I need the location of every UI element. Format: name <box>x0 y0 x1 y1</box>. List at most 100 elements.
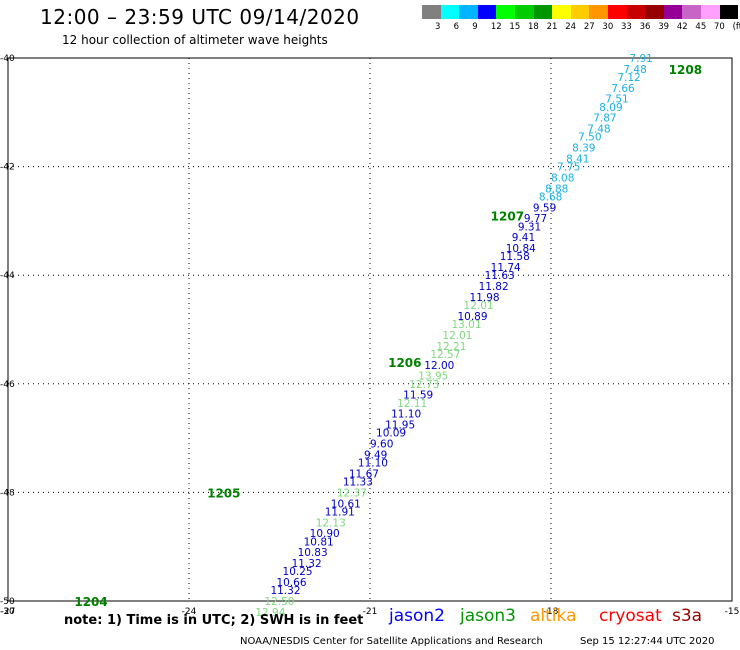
colorbar-label: 45 <box>695 22 707 32</box>
colorbar-swatch <box>682 5 701 19</box>
page-title: 12:00 – 23:59 UTC 09/14/2020 <box>40 5 360 29</box>
colorbar-swatch <box>440 5 460 19</box>
legend-jason3: jason3 <box>460 606 516 626</box>
footer-timestamp: Sep 15 12:27:44 UTC 2020 <box>580 636 715 647</box>
wave-height-label: 7.87 <box>593 113 616 125</box>
wave-height-label: 10.81 <box>304 536 334 548</box>
footer-credit: NOAA/NESDIS Center for Satellite Applica… <box>240 636 543 647</box>
plot-frame <box>7 57 733 602</box>
wave-height-label: 11.10 <box>391 409 421 421</box>
wave-height-label: 11.67 <box>349 468 379 480</box>
wave-height-points: 7.917.487.127.667.518.097.877.487.508.39… <box>255 53 652 619</box>
wave-height-label: 12.50 <box>264 596 294 608</box>
time-label: 1204 <box>74 595 107 609</box>
wave-height-label: 12.01 <box>464 300 494 312</box>
wave-height-label: 8.08 <box>551 172 574 184</box>
y-tick-label: -48 <box>0 488 15 498</box>
wave-height-label: 11.82 <box>479 281 509 293</box>
page-subtitle: 12 hour collection of altimeter wave hei… <box>62 33 328 47</box>
wave-height-label: 11.95 <box>385 420 415 432</box>
footer-note: note: 1) Time is in UTC; 2) SWH is in fe… <box>64 613 364 628</box>
time-label: 1208 <box>669 63 702 77</box>
y-tick-label: -44 <box>0 271 15 281</box>
colorbar-swatch <box>477 5 497 19</box>
colorbar-swatch <box>515 5 534 19</box>
wave-height-label: 9.41 <box>512 232 535 244</box>
colorbar-swatch <box>701 5 720 19</box>
wave-height-label: 11.33 <box>343 477 373 489</box>
wave-height-label: 12.73 <box>409 379 439 391</box>
wave-height-label: 13.01 <box>451 319 481 331</box>
colorbar-swatch <box>459 5 478 19</box>
x-tick-label: -21 <box>363 607 378 617</box>
colorbar-swatch <box>626 5 646 19</box>
x-tick-labels: -27 -24 -21 -18 -15 <box>1 607 740 617</box>
legend-altika: altika <box>530 606 577 626</box>
wave-height-label: 11.63 <box>485 270 515 282</box>
wave-height-label: 8.09 <box>599 102 622 114</box>
wave-height-label: 11.59 <box>403 390 433 402</box>
y-tick-label: -46 <box>0 380 15 390</box>
colorbar-label: 42 <box>676 22 688 32</box>
colorbar-label: 12 <box>490 22 502 32</box>
wave-height-label: 7.66 <box>611 83 635 95</box>
colorbar-label: 24 <box>565 22 577 32</box>
colorbar-swatch <box>589 5 608 19</box>
wave-height-label: 9.49 <box>364 449 387 461</box>
wave-height-label: 11.10 <box>358 458 388 470</box>
y-tick-labels: -40 -42 -44 -46 -48 -50-30 <box>0 54 15 617</box>
colorbar-swatch <box>533 5 553 19</box>
wave-height-label: 9.59 <box>533 202 556 214</box>
wave-height-label: 12.13 <box>316 517 346 529</box>
wave-height-label: 8.68 <box>539 191 562 203</box>
wave-height-label: 9.31 <box>518 221 541 233</box>
y-tick-label: -40 <box>0 54 15 64</box>
colorbar-swatch <box>552 5 571 19</box>
wave-height-label: 10.84 <box>506 243 536 255</box>
wave-height-label: 11.91 <box>325 506 355 518</box>
time-label: 1206 <box>388 356 421 370</box>
wave-height-label: 10.25 <box>283 566 313 578</box>
colorbar-swatch <box>570 5 590 19</box>
wave-height-label: 7.75 <box>557 162 580 174</box>
x-tick-label: -24 <box>182 607 197 617</box>
colorbar-swatch <box>422 5 441 19</box>
wave-height-label: 8.88 <box>545 183 568 195</box>
colorbar-label: 33 <box>621 22 632 32</box>
wave-height-label: 10.61 <box>331 498 361 510</box>
y-tick-label: -50 <box>0 597 15 607</box>
wave-height-label: 11.32 <box>292 558 322 570</box>
wave-height-label: 9.60 <box>370 439 393 451</box>
colorbar-label: 27 <box>583 22 595 32</box>
wave-height-label: 8.39 <box>572 143 595 155</box>
colorbar-label: 15 <box>509 22 521 32</box>
wave-height-label: 7.50 <box>578 132 601 144</box>
wave-height-label: 11.98 <box>470 292 500 304</box>
legend-s3a: s3a <box>672 606 703 626</box>
wave-height-label: 12.37 <box>337 487 367 499</box>
wave-height-label: 8.41 <box>566 153 589 165</box>
wave-height-label: 11.32 <box>270 585 300 597</box>
wave-height-label: 7.51 <box>605 94 628 106</box>
wave-height-label: 12.00 <box>424 360 454 372</box>
x-tick-label: -18 <box>544 607 559 617</box>
wave-height-label: 7.91 <box>629 53 652 65</box>
x-tick-label: -27 <box>1 607 16 617</box>
colorbar-swatch <box>645 5 664 19</box>
colorbar-label: 36 <box>639 22 651 32</box>
legend-jason2: jason2 <box>389 606 445 626</box>
corner-tick-label: -30 <box>0 607 15 617</box>
time-labels: 1208 1207 1206 1205 1204 <box>74 63 702 609</box>
wave-height-label: 13.95 <box>418 371 448 383</box>
colorbar-swatch <box>663 5 683 19</box>
wave-height-label: 12.94 <box>255 607 285 619</box>
wave-height-label: 12.57 <box>430 349 460 361</box>
colorbar-label: 39 <box>658 22 670 32</box>
colorbar-swatch <box>496 5 515 19</box>
colorbar-label: 30 <box>602 22 614 32</box>
y-tick-label: -42 <box>0 163 15 173</box>
colorbar-label: 6 <box>453 22 460 32</box>
legend-cryosat: cryosat <box>599 606 662 626</box>
wave-height-label: 10.83 <box>298 547 328 559</box>
